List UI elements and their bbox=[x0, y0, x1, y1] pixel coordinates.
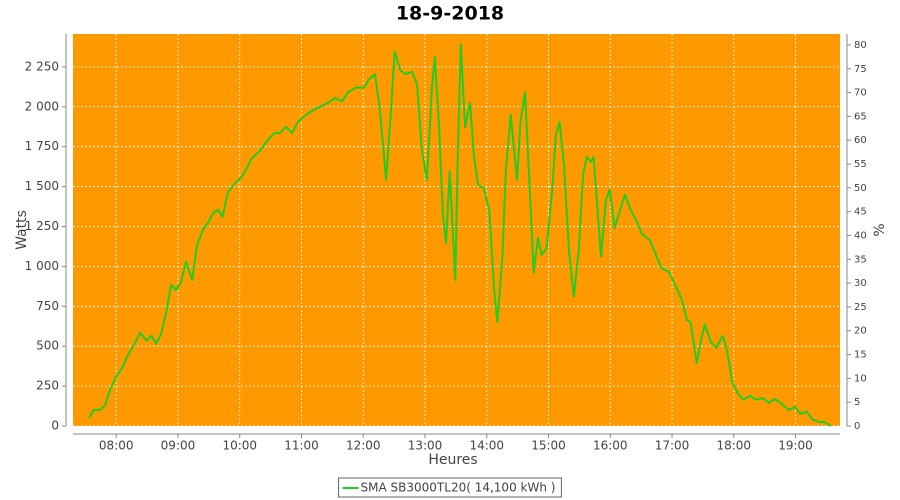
y2-tick-label: 60 bbox=[854, 135, 867, 146]
y-tick-label: 0 bbox=[51, 419, 59, 433]
y2-tick-label: 35 bbox=[854, 254, 867, 265]
y-tick-label: 1 500 bbox=[25, 179, 59, 193]
y2-tick-label: 10 bbox=[854, 373, 867, 384]
y2-tick-label: 80 bbox=[854, 40, 867, 51]
x-tick-label: 15:00 bbox=[531, 439, 566, 453]
x-tick-label: 09:00 bbox=[161, 439, 196, 453]
y2-tick-label: 45 bbox=[854, 207, 867, 218]
y2-tick-label: 70 bbox=[854, 88, 867, 99]
y2-tick-label: 65 bbox=[854, 111, 867, 122]
y-tick-label: 2 000 bbox=[25, 99, 59, 113]
y2-tick-label: 20 bbox=[854, 326, 867, 337]
y2-tick-label: 0 bbox=[854, 421, 860, 432]
y2-tick-label: 75 bbox=[854, 64, 867, 75]
x-tick-label: 08:00 bbox=[99, 439, 134, 453]
x-tick-label: 12:00 bbox=[346, 439, 381, 453]
x-tick-label: 19:00 bbox=[778, 439, 813, 453]
y2-tick-label: 50 bbox=[854, 183, 867, 194]
y2-tick-label: 40 bbox=[854, 230, 867, 241]
y2-axis-label: % bbox=[872, 223, 888, 236]
chart-title: 18-9-2018 bbox=[396, 3, 504, 25]
y-tick-label: 1 750 bbox=[25, 139, 59, 153]
y-tick-label: 250 bbox=[36, 379, 59, 393]
y2-tick-label: 30 bbox=[854, 278, 867, 289]
x-tick-label: 16:00 bbox=[593, 439, 628, 453]
series-line bbox=[88, 43, 832, 427]
y-tick-label: 2 250 bbox=[25, 59, 59, 73]
y2-tick-label: 55 bbox=[854, 159, 867, 170]
y-tick-label: 1 250 bbox=[25, 219, 59, 233]
x-tick-label: 18:00 bbox=[716, 439, 751, 453]
x-tick-label: 14:00 bbox=[469, 439, 504, 453]
x-axis-label: Heures bbox=[428, 452, 477, 468]
x-tick-label: 13:00 bbox=[408, 439, 443, 453]
y-tick-label: 500 bbox=[36, 339, 59, 353]
y2-tick-label: 15 bbox=[854, 350, 867, 361]
x-tick-label: 10:00 bbox=[222, 439, 257, 453]
y-tick-label: 750 bbox=[36, 299, 59, 313]
x-tick-label: 11:00 bbox=[284, 439, 319, 453]
y2-tick-label: 25 bbox=[854, 302, 867, 313]
y2-tick-label: 5 bbox=[854, 397, 860, 408]
legend-box bbox=[338, 477, 562, 498]
legend-label: SMA SB3000TL20( 14,100 kWh ) bbox=[361, 481, 556, 495]
y-tick-label: 1 000 bbox=[25, 259, 59, 273]
y-axis-label: Watts bbox=[14, 210, 30, 250]
x-tick-label: 17:00 bbox=[655, 439, 690, 453]
